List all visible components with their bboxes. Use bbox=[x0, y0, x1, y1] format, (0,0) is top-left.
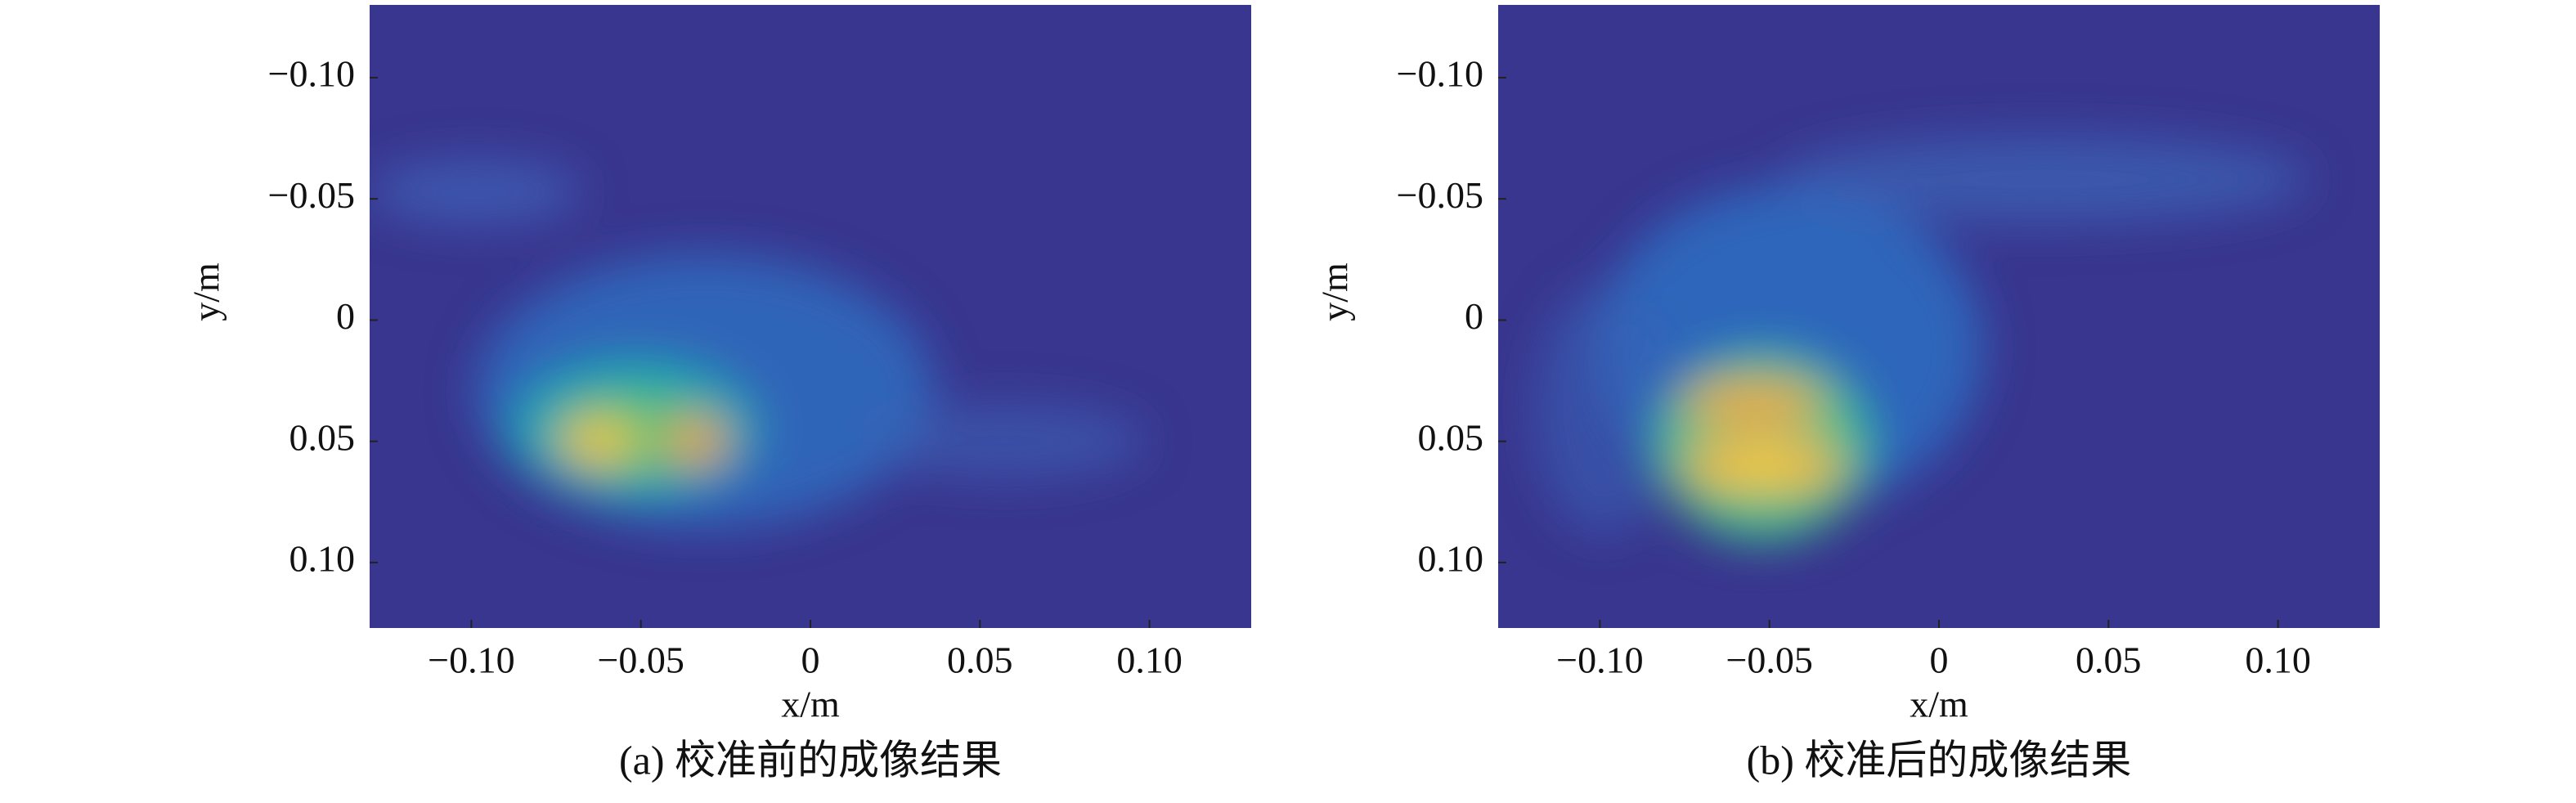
y-tick-label: 0.05 bbox=[1418, 416, 1484, 458]
x-tick-label: −0.10 bbox=[428, 639, 514, 681]
x-tick-label: 0.10 bbox=[1116, 639, 1183, 681]
intensity-blob bbox=[559, 415, 639, 466]
caption: (a) 校准前的成像结果 bbox=[619, 737, 1002, 783]
caption: (b) 校准后的成像结果 bbox=[1747, 737, 2132, 783]
y-axis-label: y/m bbox=[1314, 262, 1356, 321]
heatmap-intensity bbox=[370, 160, 1146, 529]
intensity-blob bbox=[1718, 450, 1807, 482]
y-axis-label: y/m bbox=[186, 262, 227, 321]
y-tick-label: −0.05 bbox=[268, 174, 355, 216]
x-axis-label: x/m bbox=[1910, 684, 1968, 725]
heatmap bbox=[370, 5, 1251, 628]
intensity-blob bbox=[665, 419, 727, 464]
heatmap bbox=[1498, 5, 2380, 628]
x-tick-label: −0.10 bbox=[1556, 639, 1643, 681]
intensity-blob bbox=[1683, 382, 1824, 426]
x-tick-label: −0.05 bbox=[1726, 639, 1812, 681]
y-tick-label: 0 bbox=[336, 295, 355, 337]
intensity-blob bbox=[370, 160, 581, 223]
x-tick-label: 0.10 bbox=[2245, 639, 2311, 681]
intensity-blob bbox=[863, 403, 1146, 479]
x-tick-label: 0.05 bbox=[947, 639, 1013, 681]
y-tick-label: 0.10 bbox=[289, 538, 356, 580]
intensity-blob bbox=[1779, 136, 2309, 223]
y-tick-label: −0.05 bbox=[1397, 174, 1483, 216]
x-axis-label: x/m bbox=[781, 684, 840, 725]
heatmap-intensity bbox=[1533, 136, 2309, 541]
intensity-blob bbox=[1533, 285, 1675, 535]
y-tick-label: −0.10 bbox=[268, 53, 355, 95]
x-tick-label: 0 bbox=[1930, 639, 1949, 681]
x-tick-label: 0.05 bbox=[2076, 639, 2142, 681]
x-tick-label: 0 bbox=[801, 639, 820, 681]
y-tick-label: 0.05 bbox=[289, 416, 356, 458]
y-tick-label: −0.10 bbox=[1397, 53, 1483, 95]
y-tick-label: 0.10 bbox=[1418, 538, 1484, 580]
y-tick-label: 0 bbox=[1465, 295, 1483, 337]
x-tick-label: −0.05 bbox=[597, 639, 684, 681]
